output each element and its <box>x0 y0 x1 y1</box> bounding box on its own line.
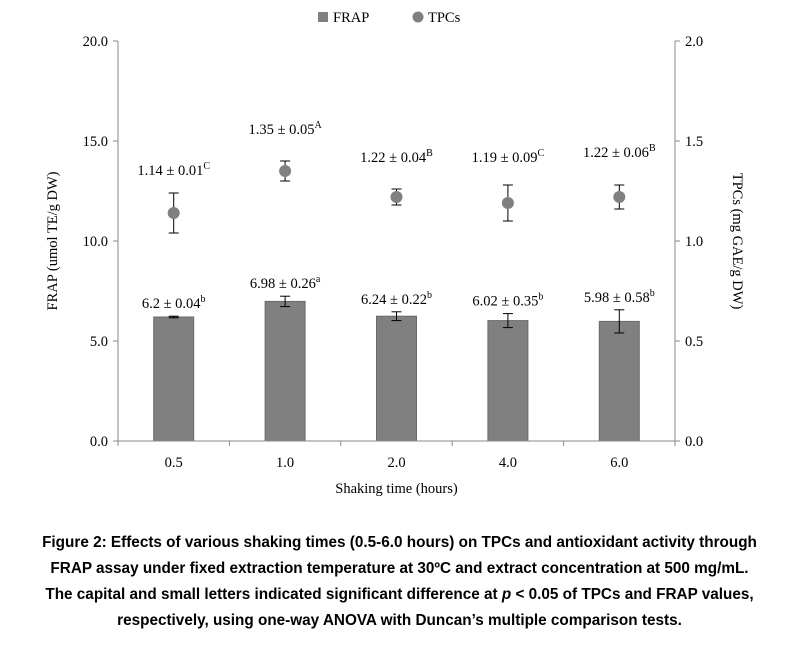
figure-caption: Figure 2: Effects of various shaking tim… <box>0 530 799 634</box>
data-label-tpcs-value: 1.19 ± 0.09 <box>472 150 538 166</box>
bar-frap-2.0 <box>376 315 417 442</box>
caption-line-2: FRAP assay under fixed extraction temper… <box>50 560 749 577</box>
x-tick-label-2.0: 2.0 <box>387 455 405 471</box>
legend-label-tpcs: TPCs <box>428 10 461 26</box>
data-label-frap-6.0: 5.98 ± 0.58b <box>584 288 655 306</box>
data-label-tpcs-value: 1.14 ± 0.01 <box>137 163 203 179</box>
data-label-tpcs-letter: A <box>314 120 322 131</box>
error-bar-frap-2.0 <box>391 311 402 322</box>
y-axis-title-left: FRAP (umol TE/g DW) <box>45 171 61 310</box>
y-tick-label-left-0.0: 0.0 <box>90 434 108 450</box>
data-label-frap-2.0: 6.24 ± 0.22b <box>361 290 432 308</box>
y-tick-label-right-0.5: 0.5 <box>685 334 703 350</box>
x-tick-label-0.5: 0.5 <box>165 455 183 471</box>
y-tick-label-right-0.0: 0.0 <box>685 434 703 450</box>
axes: 0.0 5.0 10.0 15.0 20.0 0.0 0.5 1.0 1.5 2.0 0.5 1.0 2… <box>45 34 745 497</box>
data-label-frap-0.5: 6.2 ± 0.04b <box>142 294 206 312</box>
point-tpcs-6.0 <box>613 191 626 203</box>
bar-frap-1.0 <box>264 300 306 442</box>
point-tpcs-2.0 <box>390 191 403 203</box>
data-label-tpcs-value: 1.22 ± 0.04 <box>360 150 427 166</box>
y-tick-label-right-2.0: 2.0 <box>685 34 703 50</box>
y-tick-label-right-1.0: 1.0 <box>685 234 703 250</box>
data-label-tpcs-letter: C <box>538 148 545 159</box>
x-axis-title: Shaking time (hours) <box>335 481 458 497</box>
data-label-frap-4.0: 6.02 ± 0.35b <box>472 292 543 310</box>
data-label-tpcs-letter: B <box>649 143 656 154</box>
data-label-tpcs-0.5: 1.14 ± 0.01C <box>137 161 210 179</box>
data-label-tpcs-1.0: 1.35 ± 0.05A <box>248 120 322 138</box>
data-label-tpcs-letter: C <box>203 161 210 172</box>
legend-marker-tpcs <box>412 11 424 23</box>
error-bar-frap-6.0 <box>614 309 625 334</box>
data-label-tpcs-6.0: 1.22 ± 0.06B <box>583 143 656 161</box>
y-tick-label-left-20.0: 20.0 <box>83 34 108 50</box>
data-label-frap-letter: a <box>316 274 321 285</box>
data-label-frap-1.0: 6.98 ± 0.26a <box>250 274 321 292</box>
caption-p-symbol: p <box>501 586 512 603</box>
point-tpcs-0.5 <box>167 207 180 219</box>
caption-line-3-end: < 0.05 of TPCs and FRAP values, <box>511 586 754 603</box>
data-label-tpcs-2.0: 1.22 ± 0.04B <box>360 148 433 166</box>
caption-line-3-start: The capital and small letters indicated … <box>45 586 502 603</box>
bar-frap-0.5 <box>153 316 195 442</box>
data-label-frap-value: 6.02 ± 0.35 <box>472 294 538 310</box>
data-label-frap-letter: b <box>650 288 655 299</box>
y-tick-label-left-10.0: 10.0 <box>83 234 108 250</box>
x-tick-label-1.0: 1.0 <box>276 455 294 471</box>
caption-line-3: The capital and small letters indicated … <box>0 582 799 608</box>
caption-line-4: respectively, using one-way ANOVA with D… <box>117 612 682 629</box>
x-tick-label-4.0: 4.0 <box>499 455 517 471</box>
legend: FRAP TPCs <box>318 10 461 26</box>
error-bar-frap-4.0 <box>502 313 513 329</box>
data-label-frap-value: 6.2 ± 0.04 <box>142 296 201 312</box>
legend-swatch-frap <box>318 12 328 22</box>
data-label-tpcs-value: 1.35 ± 0.05 <box>248 122 314 138</box>
y-tick-label-right-1.5: 1.5 <box>685 134 703 150</box>
data-label-tpcs-letter: B <box>426 148 433 159</box>
data-label-tpcs-4.0: 1.19 ± 0.09C <box>472 148 545 166</box>
bar-frap-6.0 <box>598 320 640 442</box>
data-label-frap-letter: b <box>538 292 543 303</box>
x-tick-label-6.0: 6.0 <box>610 455 628 471</box>
point-tpcs-4.0 <box>501 197 514 209</box>
data-label-tpcs-value: 1.22 ± 0.06 <box>583 145 649 161</box>
y-tick-label-left-15.0: 15.0 <box>83 134 108 150</box>
legend-label-frap: FRAP <box>333 10 369 26</box>
error-bar-frap-1.0 <box>280 295 291 308</box>
bar-frap-4.0 <box>487 320 529 442</box>
data-label-frap-value: 5.98 ± 0.58 <box>584 290 650 306</box>
data-label-frap-letter: b <box>427 290 432 301</box>
data-label-frap-letter: b <box>201 294 206 305</box>
y-tick-label-left-5.0: 5.0 <box>90 334 108 350</box>
caption-line-1: Figure 2: Effects of various shaking tim… <box>42 534 757 551</box>
y-axis-title-right: TPCs (mg GAE/g DW) <box>729 173 745 310</box>
data-label-frap-value: 6.24 ± 0.22 <box>361 292 427 308</box>
point-tpcs-1.0 <box>279 165 292 177</box>
error-bar-frap-0.5 <box>168 315 179 319</box>
data-label-frap-value: 6.98 ± 0.26 <box>250 276 316 292</box>
